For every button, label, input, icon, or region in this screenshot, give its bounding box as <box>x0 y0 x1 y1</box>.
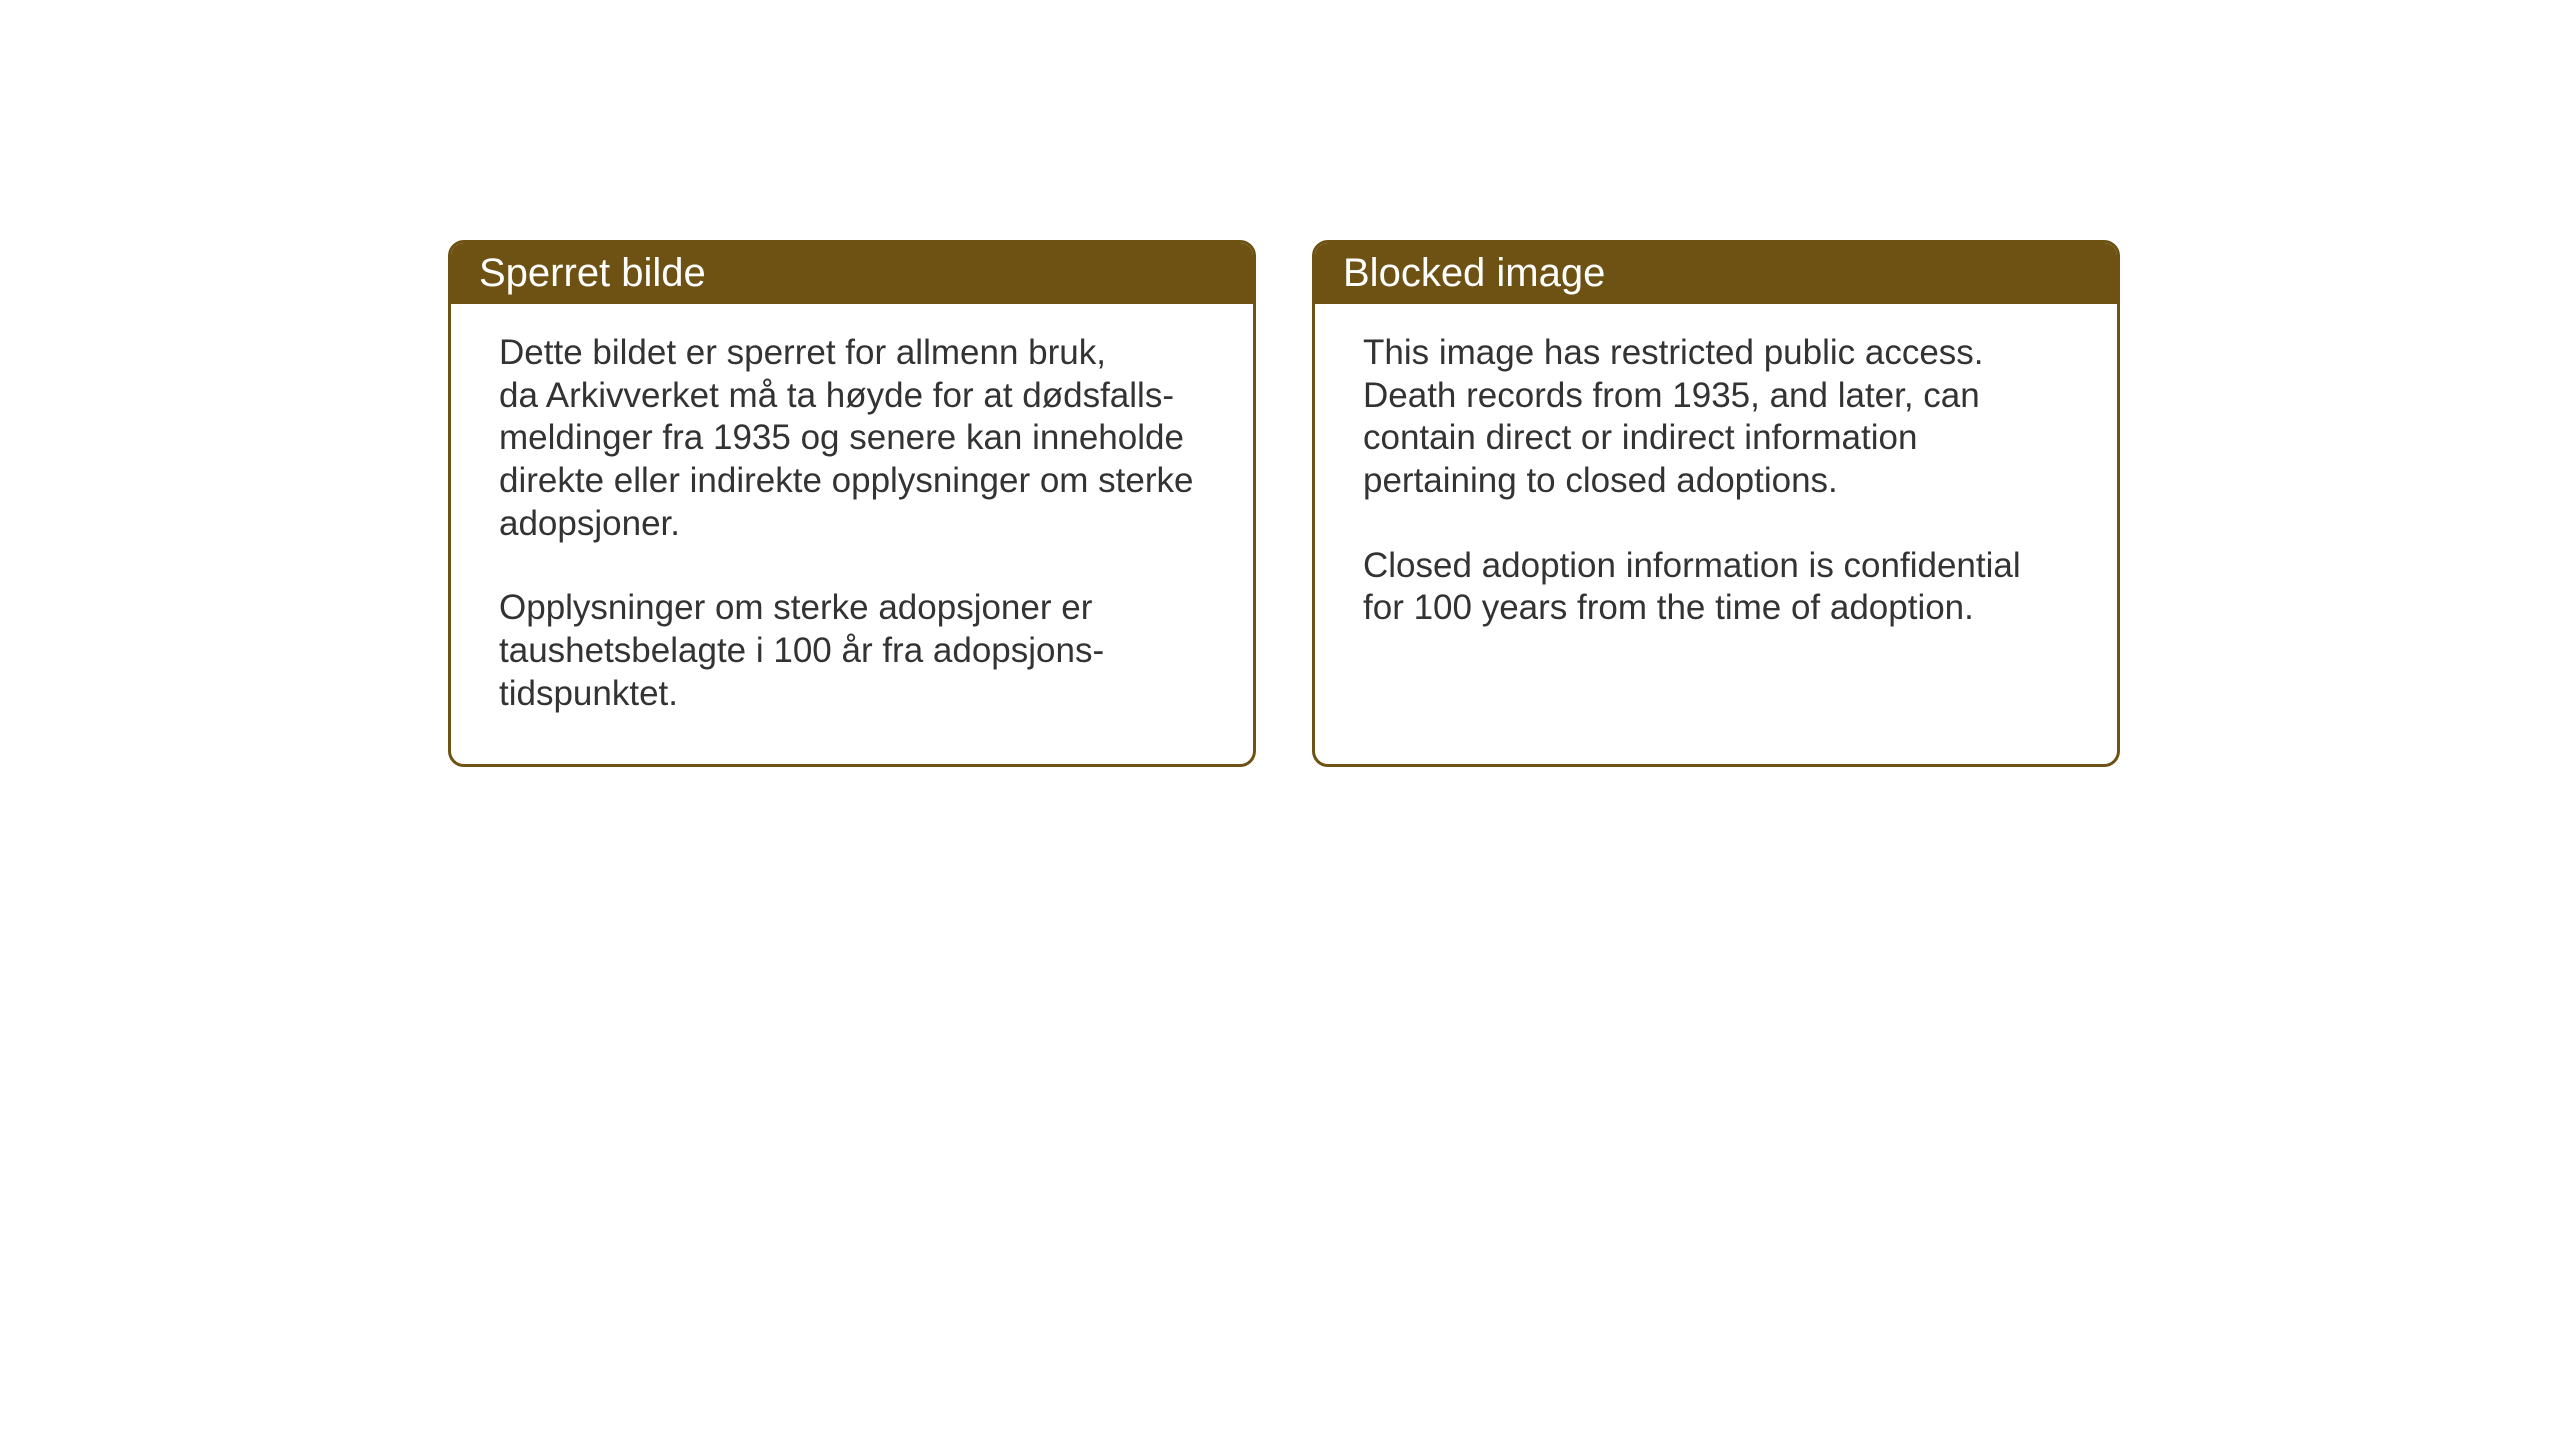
notice-title-english: Blocked image <box>1343 251 1605 295</box>
notice-paragraph-2-norwegian: Opplysninger om sterke adopsjoner er tau… <box>499 587 1205 715</box>
notice-card-english: Blocked image This image has restricted … <box>1312 240 2120 767</box>
notice-paragraph-2-english: Closed adoption information is confident… <box>1363 545 2069 630</box>
notice-header-norwegian: Sperret bilde <box>451 243 1253 304</box>
notice-header-english: Blocked image <box>1315 243 2117 304</box>
notice-card-norwegian: Sperret bilde Dette bildet er sperret fo… <box>448 240 1256 767</box>
notice-title-norwegian: Sperret bilde <box>479 251 706 295</box>
notice-paragraph-1-norwegian: Dette bildet er sperret for allmenn bruk… <box>499 332 1205 545</box>
notice-body-english: This image has restricted public access.… <box>1315 304 2117 678</box>
notice-container: Sperret bilde Dette bildet er sperret fo… <box>448 240 2120 767</box>
notice-body-norwegian: Dette bildet er sperret for allmenn bruk… <box>451 304 1253 764</box>
notice-paragraph-1-english: This image has restricted public access.… <box>1363 332 2069 503</box>
